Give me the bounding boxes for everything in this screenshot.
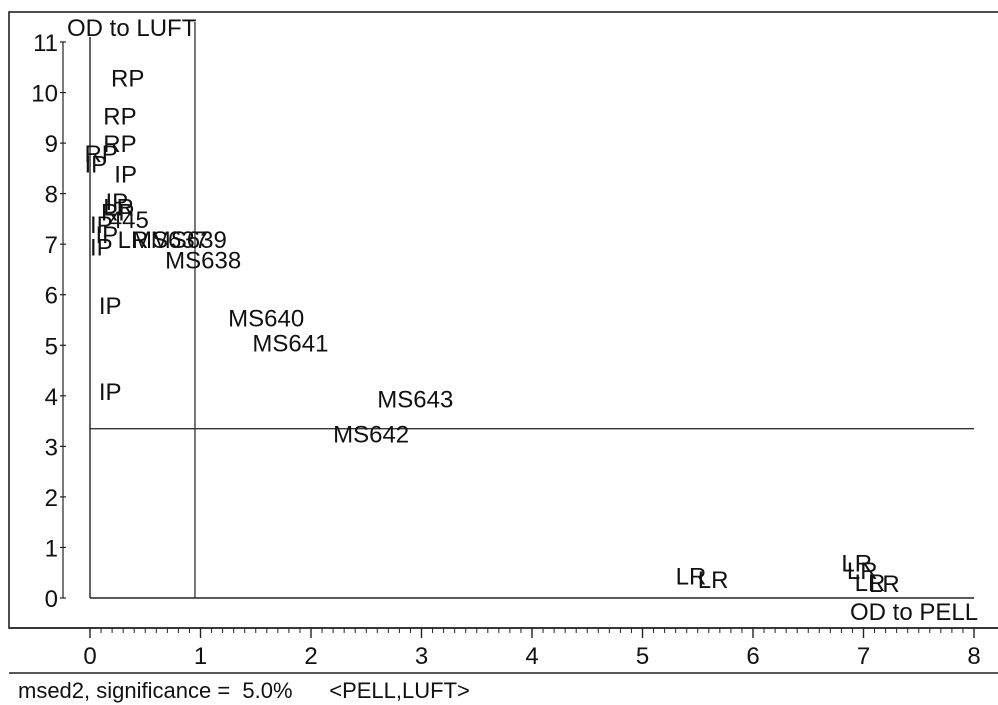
point-label: LR (841, 551, 872, 578)
x-axis-label: OD to PELL (850, 599, 978, 626)
point-label: RP (101, 199, 134, 226)
point-label: RP (103, 131, 136, 158)
point-label: MS639 (151, 227, 227, 254)
point-label: IP (114, 161, 137, 188)
point-label: MS642 (333, 422, 409, 449)
y-tick-label: 11 (33, 30, 58, 57)
x-tick-label: 3 (415, 643, 428, 670)
point-label: RP (103, 103, 136, 130)
y-tick-label: 8 (45, 182, 58, 209)
y-tick-label: 6 (45, 283, 58, 310)
x-tick-label: 4 (525, 643, 538, 670)
point-label: LR (855, 570, 886, 597)
footer-variable-pair: <PELL,LUFT> (329, 678, 470, 703)
x-tick-label: 1 (194, 643, 207, 670)
x-tick-label: 5 (636, 643, 649, 670)
point-label: IP (99, 379, 122, 406)
status-footer: msed2, significance = 5.0% <PELL,LUFT> (18, 678, 470, 704)
y-axis-label: OD to LUFT (67, 15, 197, 42)
y-tick-label: 5 (45, 333, 58, 360)
x-tick-label: 6 (746, 643, 759, 670)
point-label: LR (869, 571, 900, 598)
point-label: LR (118, 227, 149, 254)
point-label: MS641 (252, 331, 328, 358)
point-label: LR (847, 558, 878, 585)
x-tick-label: 0 (83, 643, 96, 670)
y-tick-label: 0 (45, 586, 58, 613)
point-label: IP (90, 235, 113, 262)
footer-method: msed2, significance = 5.0% (18, 678, 293, 703)
x-tick-label: 2 (304, 643, 317, 670)
plot-frame (8, 11, 998, 629)
point-label: IP (105, 189, 128, 216)
y-tick-label: 4 (45, 384, 58, 411)
point-label: MS643 (377, 386, 453, 413)
point-label: MS640 (228, 305, 304, 332)
point-label: IP (84, 151, 107, 178)
y-tick-label: 3 (45, 434, 58, 461)
point-label: LR (103, 194, 134, 221)
y-tick-label: 1 (45, 535, 58, 562)
y-tick-label: 7 (45, 232, 58, 259)
point-label: IP (90, 212, 113, 239)
y-tick-label: 10 (31, 81, 58, 108)
x-tick-label: 8 (967, 643, 980, 670)
point-label: RP (111, 65, 144, 92)
threshold-lines (90, 22, 974, 598)
axes: 0 1 2 3 4 5 6 7 8 9 10 11 0 1 2 3 4 5 6 7 8 (9, 30, 998, 670)
point-label: MS638 (165, 247, 241, 274)
point-label: IP (99, 293, 122, 320)
point-label: MS637 (132, 227, 208, 254)
point-label: RP (84, 141, 117, 168)
point-label: 445 (109, 207, 149, 234)
point-label: LR (698, 567, 729, 594)
y-tick-label: 9 (45, 131, 58, 158)
point-label: LR (676, 563, 707, 590)
point-label: IP (96, 222, 119, 249)
y-tick-label: 2 (45, 485, 58, 512)
x-tick-label: 7 (857, 643, 870, 670)
